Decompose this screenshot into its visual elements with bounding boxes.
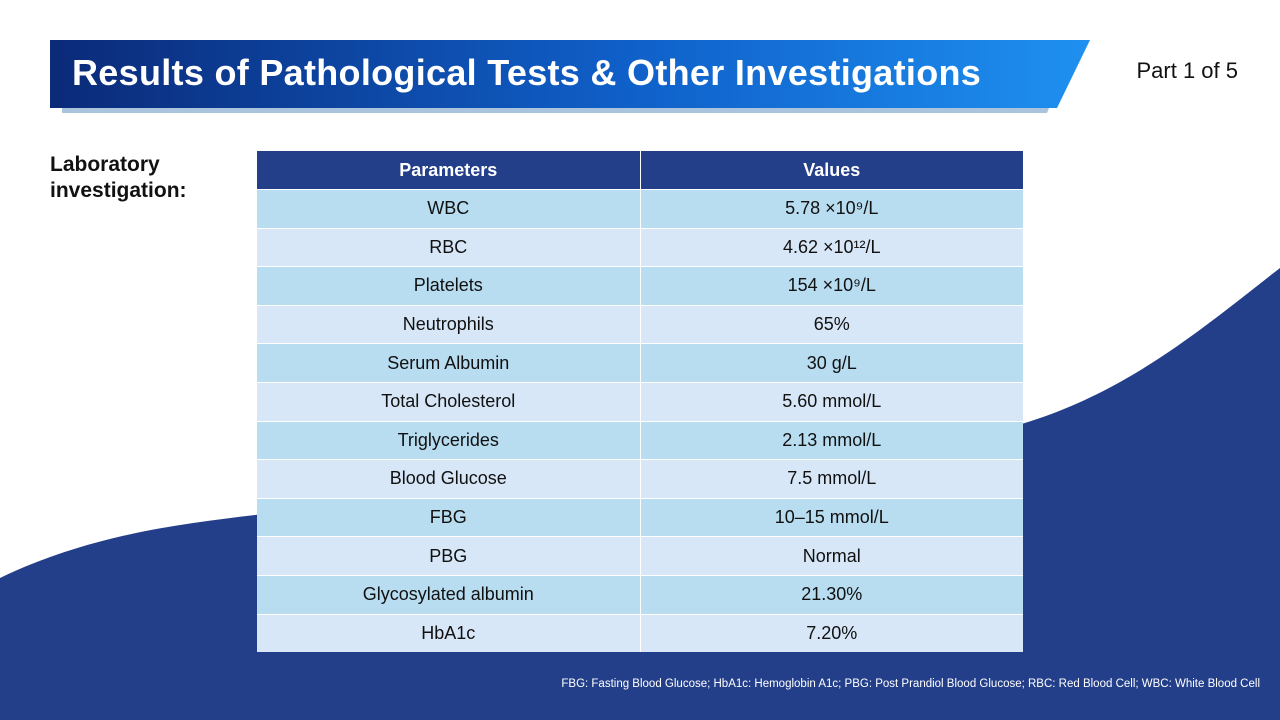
parameter-cell: Glycosylated albumin <box>257 574 640 615</box>
table-row: PBG Normal <box>257 536 1023 576</box>
parameter-cell: Triglycerides <box>257 420 640 460</box>
title-banner <box>50 40 1090 113</box>
value-cell: 154 ×10⁹/L <box>639 266 1023 306</box>
parameter-cell: RBC <box>257 227 640 267</box>
value-cell: 10–15 mmol/L <box>639 497 1023 537</box>
lab-results-table: Parameters Values WBC 5.78 ×10⁹/L RBC 4.… <box>257 151 1023 653</box>
parameter-cell: Platelets <box>257 266 640 306</box>
value-cell: 65% <box>639 304 1023 344</box>
column-header-values: Values <box>639 151 1023 190</box>
table-row: Blood Glucose 7.5 mmol/L <box>257 459 1023 499</box>
page-title: Results of Pathological Tests & Other In… <box>72 52 982 93</box>
value-cell: 30 g/L <box>639 343 1023 383</box>
value-cell: 5.60 mmol/L <box>639 381 1023 422</box>
parameter-cell: WBC <box>257 189 640 229</box>
value-cell: 5.78 ×10⁹/L <box>639 189 1023 229</box>
column-header-parameters: Parameters <box>257 151 640 190</box>
value-cell: Normal <box>639 536 1023 576</box>
parameter-cell: Blood Glucose <box>257 459 640 499</box>
value-cell: 7.20% <box>639 613 1023 653</box>
section-label: Laboratory investigation: <box>50 152 230 204</box>
table-row: Serum Albumin 30 g/L <box>257 343 1023 383</box>
section-label-line1: Laboratory <box>50 153 160 176</box>
parameter-cell: Neutrophils <box>257 304 640 344</box>
table-row: FBG 10–15 mmol/L <box>257 497 1023 537</box>
table-row: Triglycerides 2.13 mmol/L <box>257 420 1023 460</box>
value-cell: 2.13 mmol/L <box>639 420 1023 460</box>
section-label-line2: investigation: <box>50 179 187 202</box>
table-row: WBC 5.78 ×10⁹/L <box>257 189 1023 229</box>
table-header-row: Parameters Values <box>257 151 1023 190</box>
parameter-cell: HbA1c <box>257 613 640 653</box>
part-indicator: Part 1 of 5 <box>1136 58 1238 83</box>
table-row: HbA1c 7.20% <box>257 613 1023 653</box>
parameter-cell: PBG <box>257 536 640 576</box>
parameter-cell: Total Cholesterol <box>257 381 640 422</box>
abbreviations-footnote: FBG: Fasting Blood Glucose; HbA1c: Hemog… <box>561 678 1260 690</box>
parameter-cell: Serum Albumin <box>257 343 640 383</box>
table-row: RBC 4.62 ×10¹²/L <box>257 227 1023 267</box>
table-row: Neutrophils 65% <box>257 304 1023 344</box>
parameter-cell: FBG <box>257 497 640 537</box>
table-row: Total Cholesterol 5.60 mmol/L <box>257 381 1023 422</box>
value-cell: 7.5 mmol/L <box>639 459 1023 499</box>
table-row: Glycosylated albumin 21.30% <box>257 574 1023 615</box>
value-cell: 4.62 ×10¹²/L <box>639 227 1023 267</box>
table-row: Platelets 154 ×10⁹/L <box>257 266 1023 306</box>
value-cell: 21.30% <box>639 574 1023 615</box>
